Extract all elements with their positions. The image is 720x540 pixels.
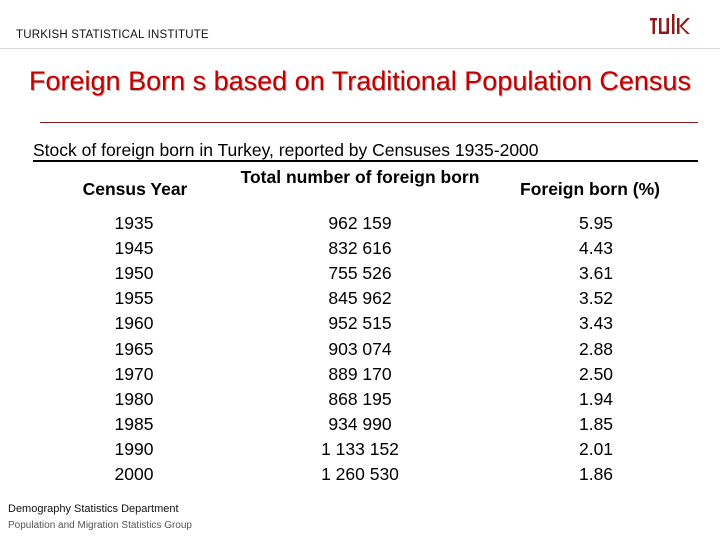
cell-year: 1955 [114,288,154,309]
cell-percent: 3.52 [578,288,614,309]
cell-total: 832 616 [328,238,392,259]
header-divider [0,48,720,49]
cell-total: 868 195 [328,388,392,409]
cell-total: 962 159 [328,213,392,234]
page-title: Foreign Born s based on Traditional Popu… [29,66,691,96]
cell-total: 934 990 [328,413,392,434]
cell-year: 1950 [114,263,154,284]
table-row: 1965 903 074 2.88 [50,336,690,361]
cell-total: 1 133 152 [321,438,399,459]
cell-percent: 3.61 [578,263,614,284]
table-row: 1950 755 526 3.61 [50,261,690,286]
table-row: 1935 962 159 5.95 [50,211,690,236]
cell-total: 889 170 [328,363,392,384]
footer-group: Population and Migration Statistics Grou… [8,520,192,531]
cell-percent: 1.94 [578,388,614,409]
footer-department: Demography Statistics Department [8,503,179,515]
table-row: 1985 934 990 1.85 [50,412,690,437]
cell-percent: 4.43 [578,238,614,259]
table-row: 1955 845 962 3.52 [50,286,690,311]
cell-percent: 5.95 [578,213,614,234]
cell-percent: 2.01 [578,438,614,459]
cell-total: 903 074 [328,338,392,359]
cell-year: 1985 [114,413,154,434]
cell-total: 755 526 [328,263,392,284]
cell-year: 1980 [114,388,154,409]
cell-year: 1970 [114,363,154,384]
cell-total: 952 515 [328,313,392,334]
caption-divider [33,160,698,162]
table-row: 1980 868 195 1.94 [50,387,690,412]
cell-year: 1935 [114,213,154,234]
table-row: 1945 832 616 4.43 [50,236,690,261]
tuik-logo-icon [650,14,690,34]
cell-percent: 2.50 [578,363,614,384]
column-header-year: Census Year [82,179,188,199]
cell-year: 1945 [114,238,154,259]
cell-year: 1960 [114,313,154,334]
cell-total: 1 260 530 [321,463,399,484]
table-caption: Stock of foreign born in Turkey, reporte… [33,140,539,160]
cell-percent: 1.85 [578,413,614,434]
column-header-percent: Foreign born (%) [520,179,660,199]
table-row: 1970 889 170 2.50 [50,362,690,387]
cell-year: 1990 [114,438,154,459]
cell-percent: 3.43 [578,313,614,334]
table-row: 2000 1 260 530 1.86 [50,462,690,487]
cell-total: 845 962 [328,288,392,309]
census-table: 1935 962 159 5.95 1945 832 616 4.43 1950… [50,211,690,487]
cell-percent: 2.88 [578,338,614,359]
table-row: 1960 952 515 3.43 [50,311,690,336]
cell-percent: 1.86 [578,463,614,484]
organization-name: TURKISH STATISTICAL INSTITUTE [16,29,209,41]
table-row: 1990 1 133 152 2.01 [50,437,690,462]
title-underline [40,122,698,123]
cell-year: 2000 [114,463,154,484]
cell-year: 1965 [114,338,154,359]
column-header-total: Total number of foreign born [240,167,480,187]
